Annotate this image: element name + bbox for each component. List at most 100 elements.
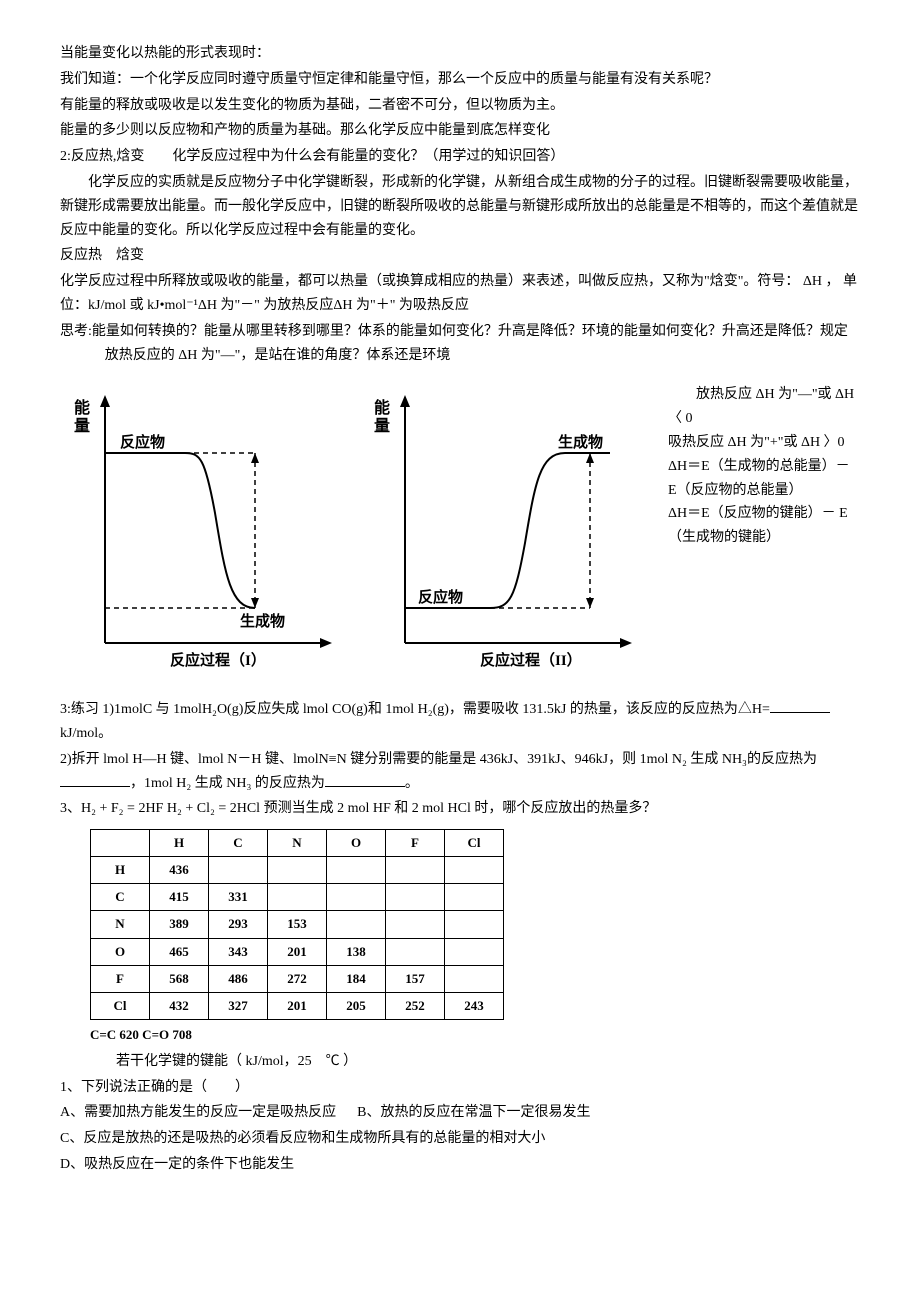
arrow-up [586,453,594,463]
row-header: F [91,965,150,992]
table-cell: 252 [386,992,445,1019]
x-axis-arrow [320,638,332,648]
table-row: H436 [91,857,504,884]
table-cell: 465 [150,938,209,965]
option-row-ab: A、需要加热方能发生的反应一定是吸热反应 B、放热的反应在常温下一定很易发生 [60,1101,860,1125]
y-axis-arrow [100,395,110,407]
table-row: F568486272184157 [91,965,504,992]
table-cell: 331 [209,884,268,911]
table-cell [445,857,504,884]
table-row: O465343201138 [91,938,504,965]
exercise-2-text-c: 。 [405,776,419,791]
y-label-1: 能 [374,398,390,417]
row-header: H [91,857,150,884]
table-cell: 201 [268,938,327,965]
table-cell [386,911,445,938]
table-cell: 486 [209,965,268,992]
table-cell [327,884,386,911]
table-cell [268,857,327,884]
row-header: N [91,911,150,938]
product-label: 生成物 [240,612,285,630]
diagram-1-svg: 能 量 反应物 生成物 反应过程（I） [60,383,340,673]
x-axis-arrow [620,638,632,648]
side-note-2: 吸热反应 ΔH 为"+"或 ΔH 〉0 [668,431,860,455]
exercise-2: 2)拆开 lmol H—H 键、lmol N－H 键、lmolN≡N 键分别需要… [60,748,860,796]
para-intro-4: 能量的多少则以反应物和产物的质量为基础。那么化学反应中能量到底怎样变化 [60,119,860,143]
th-N: N [268,830,327,857]
para-think-text: 思考:能量如何转换的？能量从哪里转移到哪里？体系的能量如何变化？升高是降低？环境… [60,320,860,368]
para-intro-2: 我们知道：一个化学反应同时遵守质量守恒定律和能量守恒，那么一个反应中的质量与能量… [60,68,860,92]
blank-3 [325,772,405,787]
table-cell: 157 [386,965,445,992]
exercise-3: 3、H₂ + F₂ = 2HF H₂ + Cl₂ = 2HCl 预测当生成 2 … [60,797,860,821]
row-header: O [91,938,150,965]
x-label: 反应过程（II） [480,651,582,669]
bond-table-caption: 若干化学键的键能（ kJ/mol，25 ℃ ） [116,1050,860,1074]
option-C: C、反应是放热的还是吸热的必须看反应物和生成物所具有的总能量的相对大小 [60,1127,860,1151]
option-B: B、放热的反应在常温下一定很易发生 [357,1105,590,1120]
blank-2 [60,772,130,787]
table-cell [445,884,504,911]
side-note-1: 放热反应 ΔH 为"—"或 ΔH 〈 0 [668,383,860,431]
reactant-label: 反应物 [418,588,463,606]
row-header: C [91,884,150,911]
table-cell [327,857,386,884]
table-cell: 568 [150,965,209,992]
heading-2-question: 化学反应过程中为什么会有能量的变化？（用学过的知识回答） [172,149,564,164]
arrow-up [251,453,259,463]
option-A: A、需要加热方能发生的反应一定是吸热反应 [60,1105,336,1120]
table-cell: 272 [268,965,327,992]
table-cell: 343 [209,938,268,965]
table-header-row: H C N O F Cl [91,830,504,857]
arrow-down [586,598,594,608]
curve [185,453,255,608]
table-cell [327,911,386,938]
side-notes: 放热反应 ΔH 为"—"或 ΔH 〈 0 吸热反应 ΔH 为"+"或 ΔH 〉0… [660,383,860,550]
table-cell: 243 [445,992,504,1019]
row-header: Cl [91,992,150,1019]
para-rxn-heat-def: 化学反应过程中所释放或吸收的能量，都可以热量（或换算成相应的热量）来表述，叫做反… [60,270,860,318]
y-axis-arrow [400,395,410,407]
table-cell [386,857,445,884]
product-label: 生成物 [558,433,603,451]
table-cell: 389 [150,911,209,938]
diagrams-row: 能 量 反应物 生成物 反应过程（I） 能 量 反应物 生成物 [60,383,860,682]
table-cell: 415 [150,884,209,911]
table-cell [209,857,268,884]
para-intro-3: 有能量的释放或吸收是以发生变化的物质为基础，二者密不可分，但以物质为主。 [60,94,860,118]
x-label: 反应过程（I） [170,651,266,669]
th-F: F [386,830,445,857]
para-explain: 化学反应的实质就是反应物分子中化学键断裂，形成新的化学键，从新组合成生成物的分子… [60,171,860,242]
curve [490,453,565,608]
table-cell: 327 [209,992,268,1019]
y-label-1: 能 [74,398,90,417]
exercise-1-text: 3:练习 1)1molC 与 1molH₂O(g)反应失成 lmol CO(g)… [60,702,770,717]
table-cell: 138 [327,938,386,965]
table-cell: 432 [150,992,209,1019]
table-cell [386,884,445,911]
th-Cl: Cl [445,830,504,857]
table-cell [268,884,327,911]
exercise-1-unit: kJ/mol。 [60,726,112,741]
table-cell [386,938,445,965]
energy-diagram-1: 能 量 反应物 生成物 反应过程（I） [60,383,340,682]
table-cell: 201 [268,992,327,1019]
table-cell [445,965,504,992]
energy-diagram-2: 能 量 反应物 生成物 反应过程（II） [360,383,640,682]
side-note-4: ΔH＝E（反应物的键能）－ E（生成物的键能） [668,502,860,550]
th-O: O [327,830,386,857]
table-cell: 153 [268,911,327,938]
para-think: 思考:能量如何转换的？能量从哪里转移到哪里？体系的能量如何变化？升高是降低？环境… [60,320,860,368]
th-blank [91,830,150,857]
heading-2: 2:反应热,焓变 化学反应过程中为什么会有能量的变化？（用学过的知识回答） [60,145,860,169]
reactant-label: 反应物 [120,433,165,451]
table-cell [445,911,504,938]
heading-2-title: 2:反应热,焓变 [60,149,144,164]
para-rxn-heat-title: 反应热 焓变 [60,244,860,268]
table-cell: 205 [327,992,386,1019]
th-H: H [150,830,209,857]
table-body: H436C415331N389293153O465343201138F56848… [91,857,504,1020]
exercise-1: 3:练习 1)1molC 与 1molH₂O(g)反应失成 lmol CO(g)… [60,698,860,746]
para-think-content: 思考:能量如何转换的？能量从哪里转移到哪里？体系的能量如何变化？升高是降低？环境… [60,324,848,363]
table-cell: 436 [150,857,209,884]
